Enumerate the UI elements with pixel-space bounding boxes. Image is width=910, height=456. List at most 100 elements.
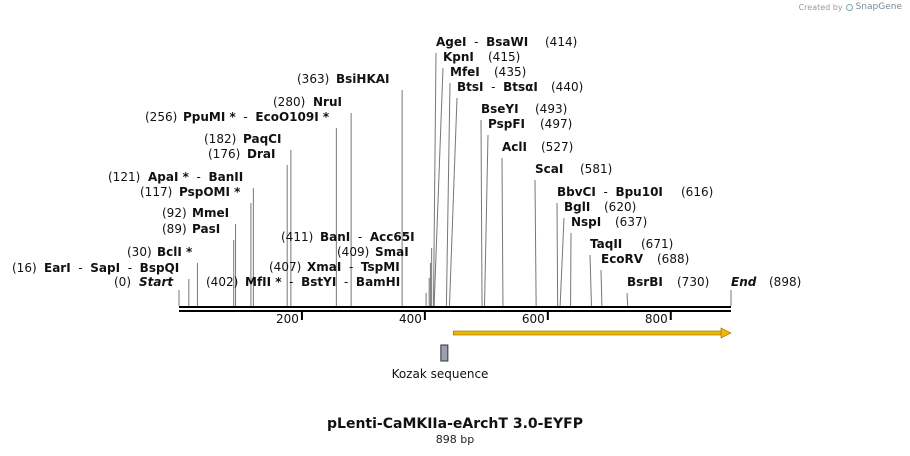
site-enzyme-names: MfII * - BstYI - BamHI [245,275,400,289]
site-position: (121) [108,170,140,184]
site-position: (440) [551,80,583,94]
site-position: (415) [488,50,520,64]
restriction-site[interactable]: (256) PpuMI * - EcoO109I * [145,110,330,124]
site-position: (497) [540,117,572,131]
restriction-site[interactable]: (898) End [731,275,801,289]
site-enzyme-names: XmaI - TspMI [307,260,400,274]
restriction-site[interactable]: (402) MfII * - BstYI - BamHI [206,275,400,289]
site-enzyme-names: EcoRV [601,252,644,266]
site-leader-line [432,52,437,307]
feature-label-kozak: Kozak sequence [391,367,489,381]
site-enzyme-names: PpuMI * - EcoO109I * [183,110,330,124]
site-enzyme-names: DraI [247,147,275,161]
site-enzyme-names: Start [139,275,174,289]
restriction-site[interactable]: (411) BanI - Acc65I [281,230,415,244]
site-leader-line [433,67,444,307]
credit-brand: SnapGene [855,2,902,12]
restriction-site[interactable]: (30) BclI * [127,245,193,259]
site-position: (89) [162,222,187,236]
site-enzyme-names: BseYI [481,102,519,116]
site-leader-line [556,202,559,307]
restriction-site[interactable]: (620) BglI [564,200,636,214]
site-enzyme-names: BsiHKAI [336,72,390,86]
site-labels: (16) EarI - SapI - BspQI(0) Start (30) BclI … [12,35,801,289]
restriction-site[interactable]: (440) BtsI - BtsαI [457,80,583,94]
site-enzyme-names: BtsI - BtsαI [457,80,538,94]
site-enzyme-names: PaqCI [243,132,281,146]
restriction-site[interactable]: (89) PasI [162,222,220,236]
site-position: (30) [127,245,152,259]
restriction-site[interactable]: (16) EarI - SapI - BspQI [12,261,179,275]
restriction-site[interactable]: (688) EcoRV [601,252,689,266]
site-enzyme-names: AclI [502,140,527,154]
site-enzyme-names: ScaI [535,162,563,176]
restriction-site[interactable]: (280) NruI [273,95,342,109]
ruler-ticks: 200 400 600 800 [276,312,672,326]
ruler-tick-label: 400 [399,312,422,326]
restriction-site[interactable]: (0) Start [114,275,174,289]
restriction-site[interactable]: (407) XmaI - TspMI [269,260,400,274]
restriction-site[interactable]: (581) ScaI [535,162,612,176]
site-enzyme-names: NspI [571,215,601,229]
ruler-tick-label: 600 [522,312,545,326]
site-position: (581) [580,162,612,176]
restriction-site[interactable]: (176) DraI [208,147,275,161]
site-position: (182) [204,132,236,146]
orf-arrow[interactable] [453,327,732,339]
kozak-feature-box [440,344,449,362]
site-position: (527) [541,140,573,154]
site-position: (493) [535,102,567,116]
site-enzyme-names: BanI - Acc65I [320,230,415,244]
site-position: (616) [681,185,713,199]
snapgene-credit: Created by SnapGene [799,2,902,12]
restriction-site[interactable]: (671) TaqII [590,237,673,251]
site-enzyme-names: EarI - SapI - BspQI [44,261,179,275]
site-enzyme-names: PasI [192,222,220,236]
site-leader-line [534,179,537,307]
restriction-site[interactable]: (415) KpnI [443,50,520,64]
site-position: (407) [269,260,301,274]
site-enzyme-names: End [731,275,757,289]
orf-body [453,330,724,336]
site-position: (117) [140,185,172,199]
site-enzyme-names: AgeI - BsaWI [436,35,528,49]
site-enzyme-names: MfeI [450,65,480,79]
site-position: (411) [281,230,313,244]
site-leader-line [559,217,565,307]
site-enzyme-names: BbvCI - Bpu10I [557,185,663,199]
restriction-site[interactable]: (435) MfeI [450,65,526,79]
site-position: (671) [641,237,673,251]
ruler-tick-label: 800 [645,312,668,326]
restriction-site[interactable]: (182) PaqCI [204,132,281,146]
restriction-site[interactable]: (363) BsiHKAI [297,72,390,86]
site-leader-line [480,119,483,307]
restriction-site[interactable]: (616) BbvCI - Bpu10I [557,185,713,199]
snapgene-logo-icon [845,3,853,11]
restriction-site[interactable]: (497) PspFI [488,117,572,131]
site-position: (637) [615,215,647,229]
orf-arrowhead [720,327,732,339]
site-enzyme-names: BsrBI [627,275,663,289]
site-enzyme-names: TaqII [590,237,622,251]
site-leader-line [448,97,458,307]
site-position: (256) [145,110,177,124]
restriction-site[interactable]: (527) AclI [502,140,573,154]
restriction-site[interactable]: (121) ApaI * - BanII [108,170,243,184]
map-title: pLenti-CaMKIIa-eArchT 3.0-EYFP [327,416,583,432]
site-leader-line [484,134,489,307]
site-position: (16) [12,261,37,275]
site-position: (363) [297,72,329,86]
restriction-site[interactable]: (414) AgeI - BsaWI [436,35,577,49]
restriction-site[interactable]: (637) NspI [571,215,647,229]
restriction-site[interactable]: (730) BsrBI [627,275,709,289]
restriction-site[interactable]: (117) PspOMI * [140,185,241,199]
site-enzyme-names: BglI [564,200,590,214]
restriction-site[interactable]: (493) BseYI [481,102,567,116]
restriction-site[interactable]: (92) MmeI [162,206,229,220]
restriction-site[interactable]: (409) SmaI [337,245,409,259]
site-enzyme-names: KpnI [443,50,474,64]
site-position: (280) [273,95,305,109]
map-length: 898 bp [435,433,475,446]
site-position: (0) [114,275,131,289]
kozak-feature[interactable] [440,344,449,362]
